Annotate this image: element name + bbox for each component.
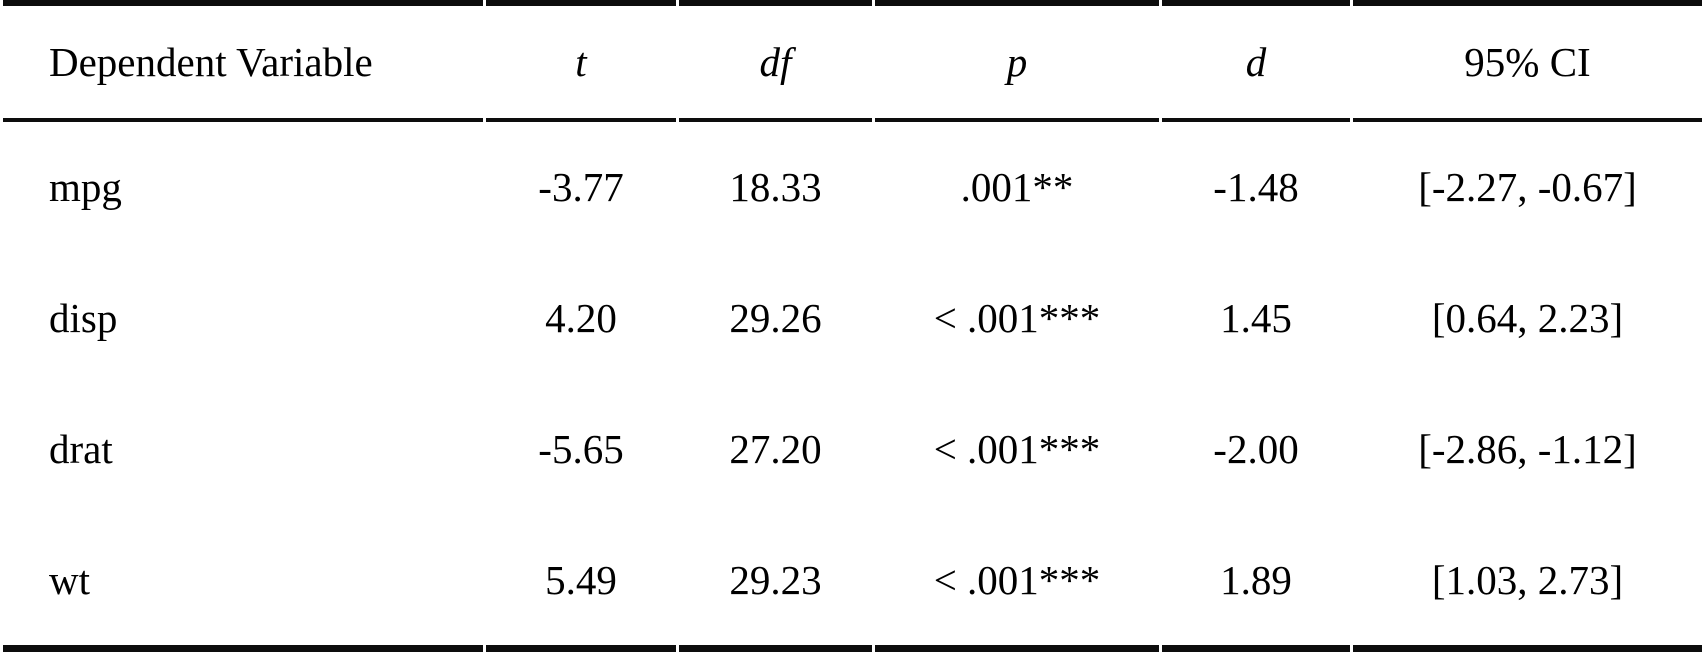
table-row-wt: wt 5.49 29.23 < .001*** 1.89 [1.03, 2.73… xyxy=(3,514,1702,652)
cell-d: -1.48 xyxy=(1213,164,1299,211)
cell-df: 29.23 xyxy=(679,514,872,652)
cell-d: 1.45 xyxy=(1220,295,1292,342)
table-row-mpg: mpg -3.77 18.33 .001** -1.48 [-2.27, -0.… xyxy=(3,122,1702,253)
cell-t: -3.77 xyxy=(538,164,624,211)
header-row: Dependent Variable t df p d 95% CI xyxy=(3,0,1702,122)
cell-p: < .001*** xyxy=(933,425,1101,472)
table-row-drat: drat -5.65 27.20 < .001*** -2.00 [-2.86,… xyxy=(3,383,1702,514)
header-confidence-interval: 95% CI xyxy=(1353,0,1702,122)
cell-p: < .001*** xyxy=(875,514,1159,652)
cell-d: -2.00 xyxy=(1213,425,1299,472)
cell-ci: [1.03, 2.73] xyxy=(1353,514,1702,652)
header-cohens-d: d xyxy=(1162,0,1350,122)
header-t-statistic: t xyxy=(486,0,676,122)
cell-ci: [-2.27, -0.67] xyxy=(1418,164,1637,211)
cell-p: < .001*** xyxy=(933,295,1101,342)
cell-df: 27.20 xyxy=(729,425,822,472)
header-p-value: p xyxy=(875,0,1159,122)
cell-ci: [0.64, 2.23] xyxy=(1431,295,1624,342)
header-degrees-of-freedom: df xyxy=(679,0,872,122)
cell-df: 18.33 xyxy=(729,164,822,211)
header-dependent-variable: Dependent Variable xyxy=(3,0,483,122)
cell-t: -5.65 xyxy=(538,425,624,472)
cell-t: 4.20 xyxy=(545,295,617,342)
cell-p: .001** xyxy=(960,164,1074,211)
cell-dv: drat xyxy=(49,425,113,472)
table-row-disp: disp 4.20 29.26 < .001*** 1.45 [0.64, 2.… xyxy=(3,253,1702,384)
cell-ci: [-2.86, -1.12] xyxy=(1418,425,1637,472)
cell-df: 29.26 xyxy=(729,295,822,342)
cell-t: 5.49 xyxy=(486,514,676,652)
cell-dv: disp xyxy=(49,295,118,342)
cell-dv: mpg xyxy=(49,164,122,211)
cell-dv: wt xyxy=(3,514,483,652)
cell-d: 1.89 xyxy=(1162,514,1350,652)
